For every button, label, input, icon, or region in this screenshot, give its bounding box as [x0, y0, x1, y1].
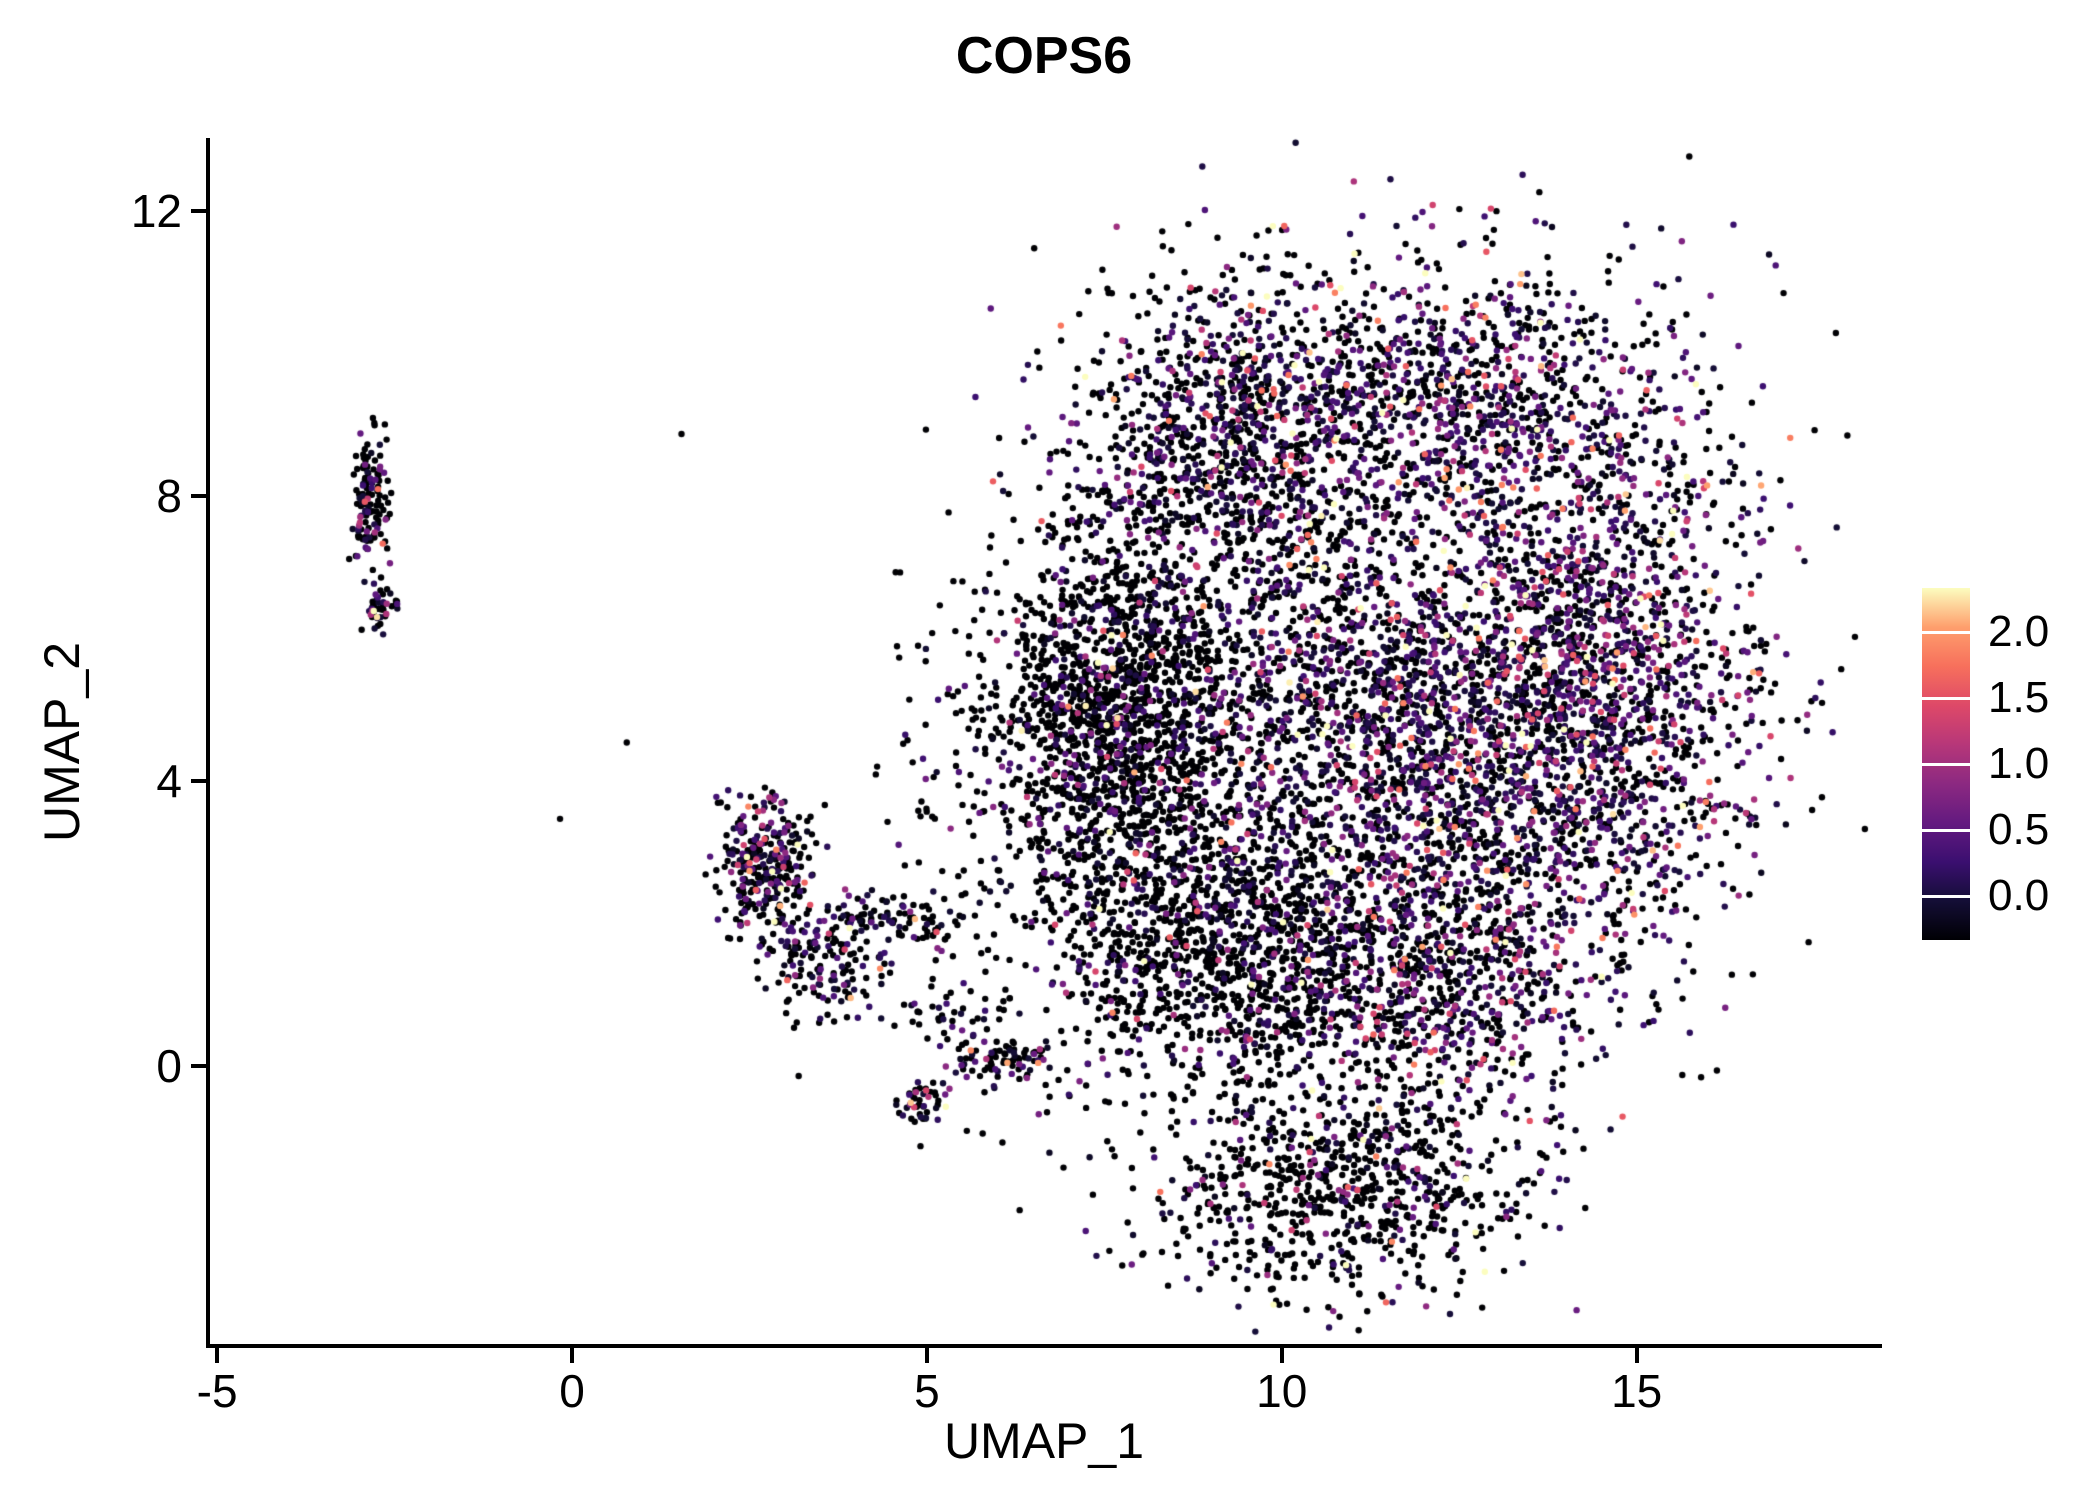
y-tick-label: 0 — [156, 1040, 182, 1093]
x-tick-mark — [569, 1348, 574, 1363]
x-tick-label: 0 — [559, 1365, 585, 1417]
x-tick-mark — [1279, 1348, 1284, 1363]
y-tick-mark — [191, 779, 206, 784]
colorbar-tick-line — [1922, 631, 1970, 634]
colorbar-tick-label: 0.5 — [1988, 805, 2050, 854]
y-tick-mark — [191, 209, 206, 214]
x-tick-label: 5 — [914, 1365, 940, 1417]
colorbar — [1922, 588, 1970, 940]
x-tick-mark — [215, 1348, 220, 1363]
colorbar-tick-label: 0.0 — [1988, 871, 2050, 920]
y-tick-label: 4 — [156, 755, 182, 808]
x-tick-mark — [924, 1348, 929, 1363]
colorbar-tick-label: 1.5 — [1988, 673, 2050, 722]
colorbar-tick-line — [1922, 763, 1970, 766]
y-axis-label: UMAP_2 — [34, 641, 90, 843]
x-tick-mark — [1634, 1348, 1639, 1363]
y-tick-mark — [191, 494, 206, 499]
colorbar-tick-line — [1922, 697, 1970, 700]
y-tick-label: 12 — [130, 185, 182, 238]
y-axis-line — [206, 138, 210, 1348]
y-tick-mark — [191, 1064, 206, 1069]
colorbar-tick-line — [1922, 829, 1970, 832]
colorbar-tick-line — [1922, 895, 1970, 898]
chart-title: COPS6 — [955, 27, 1133, 85]
y-tick-label: 8 — [156, 470, 182, 523]
colorbar-tick-label: 1.0 — [1988, 739, 2050, 788]
x-axis-label: UMAP_1 — [943, 1413, 1145, 1469]
colorbar-tick-label: 2.0 — [1988, 607, 2050, 656]
x-tick-label: 10 — [1256, 1365, 1308, 1417]
x-tick-label: 15 — [1611, 1365, 1663, 1417]
x-tick-label: -5 — [196, 1365, 238, 1417]
x-axis-line — [206, 1344, 1882, 1348]
